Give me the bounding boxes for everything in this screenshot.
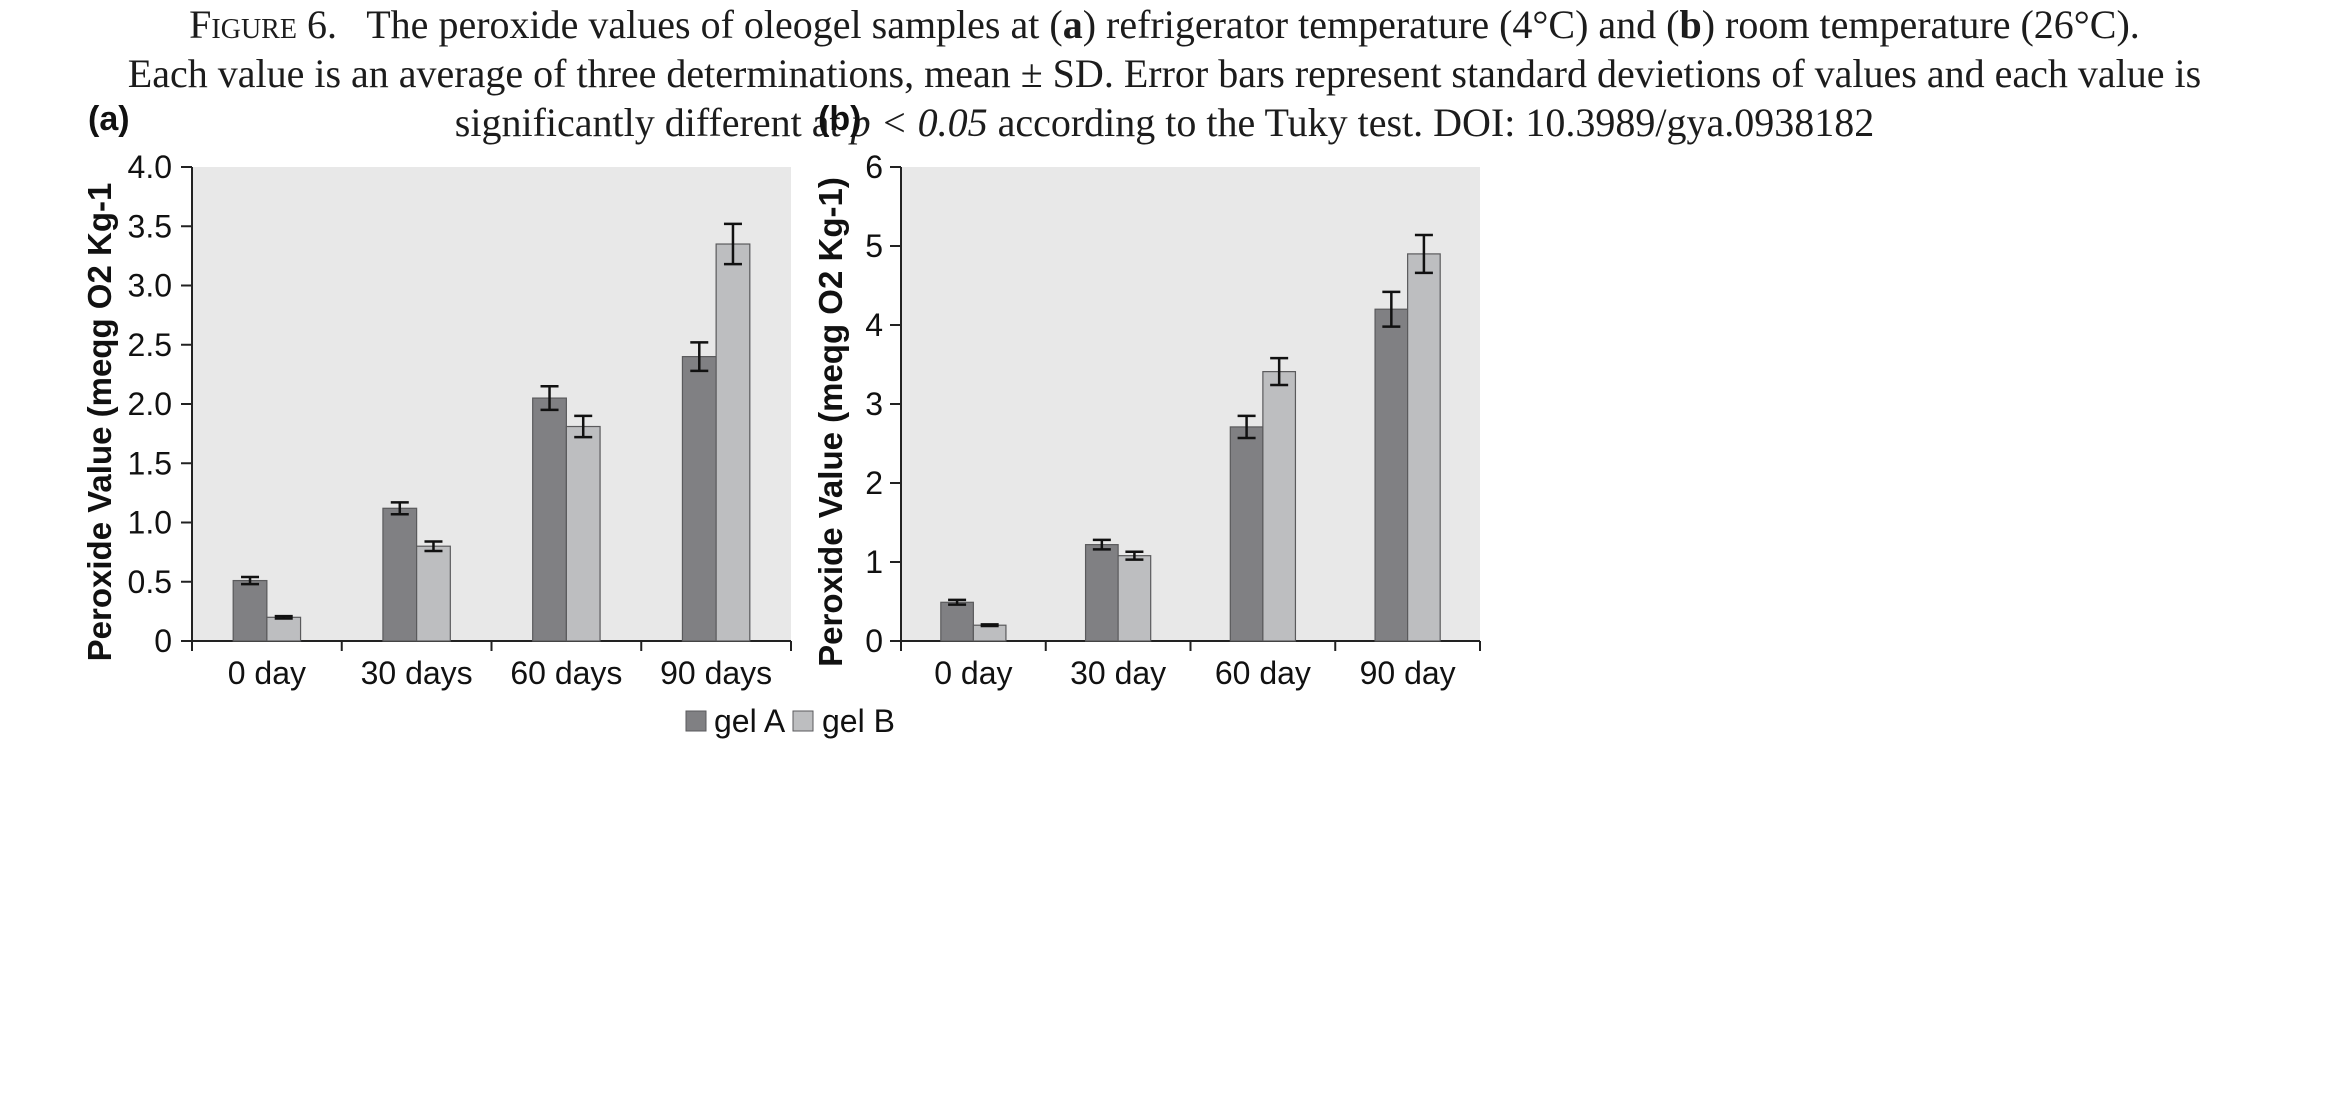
chart-panel-a: (a) 0 0.5 1.0 1.5 2.0 2.5 3.0 3.5 4.0 Peroxide Val…	[81, 100, 792, 691]
figure-label: Figure 6.	[189, 2, 337, 47]
bar-gel-a	[1229, 426, 1264, 642]
y-tick-label: 4.0	[128, 149, 172, 185]
bar-gel-b	[715, 243, 751, 642]
caption-p-value: p < 0.05	[850, 100, 988, 145]
y-tick-label: 0.5	[128, 564, 172, 600]
bar-gel-a	[382, 507, 418, 642]
bar-gel-b	[1117, 555, 1152, 642]
y-tick-label: 0	[865, 623, 883, 659]
y-tick-label: 3.0	[128, 268, 172, 304]
x-tick-label: 90 day	[1360, 655, 1456, 691]
bar-gel-a	[232, 579, 268, 642]
caption-text: The peroxide values of oleogel samples a…	[366, 2, 1063, 47]
y-tick-label: 1.0	[128, 505, 172, 541]
caption-text: significantly different at	[454, 100, 841, 145]
caption-panel-letter: b	[1679, 2, 1702, 47]
x-tick-label: 0 day	[228, 655, 306, 691]
y-tick-label: 3	[865, 386, 883, 422]
caption-text: ) refrigerator temperature (4°C) and (	[1082, 2, 1680, 47]
bar-gel-a	[940, 601, 974, 642]
caption-panel-letter: a	[1062, 2, 1083, 47]
bar-gel-b	[565, 425, 601, 642]
y-tick-label: 4	[865, 307, 883, 343]
y-tick-label: 5	[865, 228, 883, 264]
legend-label-gel-a: gel A	[714, 703, 786, 739]
caption-line-1: Figure 6. The peroxide values of oleogel…	[0, 0, 2329, 49]
x-tick-label: 30 day	[1070, 655, 1166, 691]
y-tick-label: 0	[154, 623, 172, 659]
bar-gel-b	[1262, 371, 1297, 642]
y-tick-label: 1	[865, 544, 883, 580]
caption-line-3: significantly different at p < 0.05 acco…	[0, 98, 2329, 147]
y-tick-label: 3.5	[128, 208, 172, 244]
x-tick-label: 60 day	[1215, 655, 1311, 691]
y-axis-label: Peroxide Value (meqg O2 Kg-1)	[812, 177, 849, 667]
figure-caption: Figure 6. The peroxide values of oleogel…	[0, 0, 2329, 147]
bar-gel-b	[266, 616, 302, 642]
y-tick-label: 2	[865, 465, 883, 501]
caption-text: ) room temperature (26°C).	[1701, 2, 2140, 47]
caption-line-2: Each value is an average of three determ…	[127, 51, 2202, 96]
x-tick-label: 30 days	[361, 655, 473, 691]
panel-label: (a)	[88, 100, 130, 138]
bar-gel-a	[681, 356, 717, 642]
y-axis-label: Peroxide Value (meqg O2 Kg-1	[81, 183, 118, 662]
bar-gel-a	[1084, 544, 1119, 642]
x-tick-label: 90 days	[660, 655, 772, 691]
legend-label-gel-b: gel B	[822, 703, 895, 739]
bar-gel-a	[1374, 308, 1409, 642]
chart-panel-b: (b) 0 1 2 3 4 5 6 Peroxide Value (meqg O2 Kg-1) 0…	[812, 100, 1481, 691]
y-tick-label: 1.5	[128, 445, 172, 481]
legend-swatch-gel-a	[685, 710, 707, 732]
bar-gel-b	[972, 624, 1007, 642]
x-tick-label: 60 days	[510, 655, 622, 691]
bar-gel-b	[416, 545, 451, 642]
panel-label: (b)	[818, 100, 861, 138]
y-tick-label: 6	[865, 149, 883, 185]
legend-swatch-gel-b	[792, 710, 814, 732]
caption-text: according to the Tuky test. DOI: 10.3989…	[997, 100, 1875, 145]
bar-gel-b	[1407, 253, 1441, 642]
legend: gel A gel B	[685, 703, 895, 739]
y-tick-label: 2.0	[128, 386, 172, 422]
x-tick-label: 0 day	[934, 655, 1012, 691]
bar-gel-a	[532, 397, 567, 642]
y-tick-label: 2.5	[128, 327, 172, 363]
